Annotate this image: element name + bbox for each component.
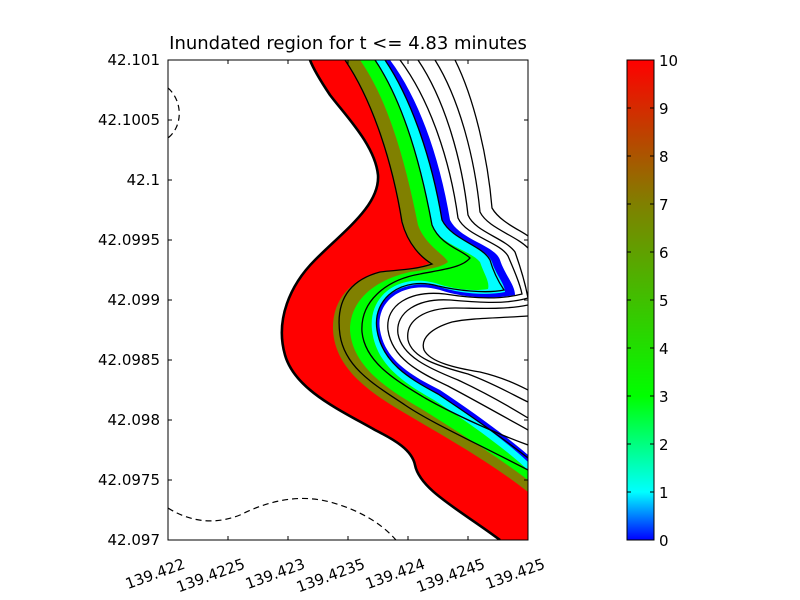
x-tick-label: 139.4225 [174,555,247,596]
x-tick-label: 139.4245 [414,555,487,596]
y-tick-label: 42.1005 [98,111,160,129]
chart-title: Inundated region for t <= 4.83 minutes [169,33,527,54]
dashed-contour-bottom [168,497,397,540]
y-tick-label: 42.0975 [98,471,160,489]
fill-band-high [281,60,528,540]
contour-line-1 [338,60,528,471]
y-tick-label: 42.1 [127,171,160,189]
colorbar-tick-label: 0 [659,532,669,550]
contour-line-3 [375,60,528,459]
colorbar-tick-label: 10 [659,52,678,70]
plot-area [168,60,528,540]
fill-band-cyan [281,60,528,540]
colorbar-tick-label: 4 [659,340,669,358]
colorbar-tick-label: 7 [659,196,669,214]
colorbar-tick-label: 9 [659,100,669,118]
colorbar: 0 1 2 3 4 5 6 7 8 9 10 [626,52,678,550]
y-tick-label: 42.097 [108,531,161,549]
y-tick-label: 42.0985 [98,351,160,369]
shoreline-contour [280,60,501,540]
colorbar-ticks: 0 1 2 3 4 5 6 7 8 9 10 [627,52,678,550]
y-tick-label: 42.098 [108,411,161,429]
dashed-contour-left [168,87,180,139]
colorbar-tick-label: 8 [659,148,669,166]
x-tick-label: 139.4235 [294,555,367,596]
y-tick-label: 42.101 [108,51,161,69]
contour-line-4 [387,60,528,431]
colorbar-tick-label: 5 [659,292,669,310]
colorbar-tick-label: 6 [659,244,669,262]
contour-line-2 [361,60,528,446]
y-axis: 42.097 42.0975 42.098 42.0985 42.099 42.0995 4… [98,51,528,549]
y-tick-label: 42.099 [108,291,161,309]
colorbar-tick-label: 2 [659,436,669,454]
colorbar-gradient [627,60,654,540]
contour-line-5 [397,60,528,419]
x-tick-label: 139.425 [483,555,547,593]
contour-line-7 [422,60,528,391]
contour-line-6 [407,60,528,403]
y-tick-label: 42.0995 [98,231,160,249]
colorbar-tick-label: 3 [659,388,669,406]
colorbar-tick-label: 1 [659,484,669,502]
